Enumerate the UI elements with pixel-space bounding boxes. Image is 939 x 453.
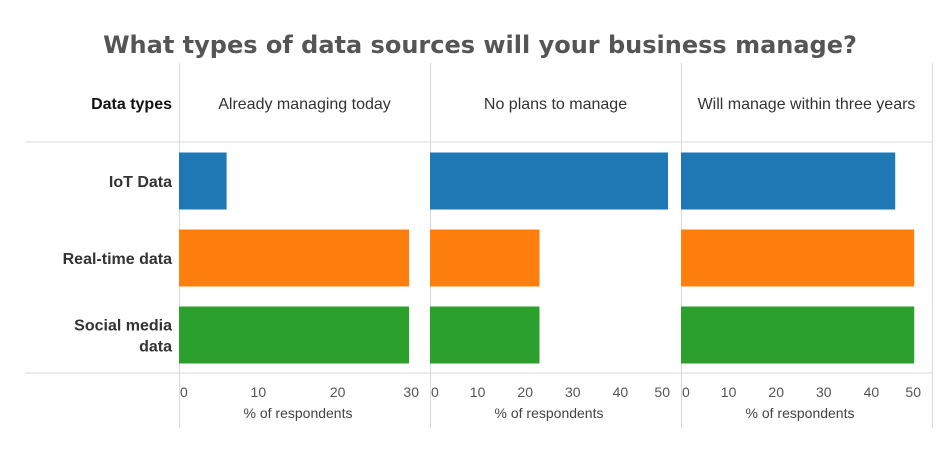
tick-1-5: 50 bbox=[654, 384, 670, 400]
x-axis-label-1: % of respondents bbox=[495, 405, 604, 421]
bar-1-1 bbox=[430, 229, 540, 287]
tick-2-1: 10 bbox=[721, 384, 737, 400]
panel-header-2: Will manage within three years bbox=[698, 96, 916, 113]
tick-1-4: 40 bbox=[613, 384, 629, 400]
tick-0-0: 0 bbox=[180, 384, 188, 400]
tick-0-1: 10 bbox=[251, 384, 267, 400]
tick-1-1: 10 bbox=[470, 384, 486, 400]
x-axis-labels: % of respondents % of respondents % of res… bbox=[244, 405, 855, 421]
tick-2-3: 30 bbox=[816, 384, 832, 400]
tick-0-2: 20 bbox=[330, 384, 346, 400]
category-label-1: Real-time data bbox=[63, 251, 172, 268]
tick-1-3: 30 bbox=[565, 384, 581, 400]
tick-0-3: 30 bbox=[403, 384, 419, 400]
row-header: Data types bbox=[91, 96, 172, 113]
tick-1-2: 20 bbox=[517, 384, 533, 400]
bar-2-2 bbox=[681, 306, 915, 364]
x-axis-label-0: % of respondents bbox=[244, 405, 353, 421]
bar-0-1 bbox=[179, 229, 410, 287]
panel-header-1: No plans to manage bbox=[484, 96, 627, 113]
category-labels: IoT Data Real-time data Social media data bbox=[63, 174, 172, 356]
tick-1-0: 0 bbox=[431, 384, 439, 400]
bar-2-1 bbox=[681, 229, 915, 287]
x-axis-label-2: % of respondents bbox=[746, 405, 855, 421]
bar-2-0 bbox=[681, 152, 896, 210]
category-label-0: IoT Data bbox=[109, 174, 172, 191]
tick-2-2: 20 bbox=[768, 384, 784, 400]
panel-header-0: Already managing today bbox=[218, 96, 391, 113]
tick-2-0: 0 bbox=[682, 384, 690, 400]
bar-1-0 bbox=[430, 152, 668, 210]
tick-2-4: 40 bbox=[864, 384, 880, 400]
category-label-2: Social media data bbox=[74, 318, 172, 356]
bars bbox=[179, 152, 915, 364]
bar-0-2 bbox=[179, 306, 410, 364]
bar-1-2 bbox=[430, 306, 540, 364]
x-axis-ticks: 0 10 20 30 0 10 20 30 40 50 0 10 20 30 40 50 bbox=[180, 384, 921, 400]
tick-2-5: 50 bbox=[905, 384, 921, 400]
bar-0-0 bbox=[179, 152, 227, 210]
panel-headers: Already managing today No plans to manage… bbox=[218, 96, 915, 113]
chart-title: What types of data sources will your bus… bbox=[103, 31, 857, 59]
